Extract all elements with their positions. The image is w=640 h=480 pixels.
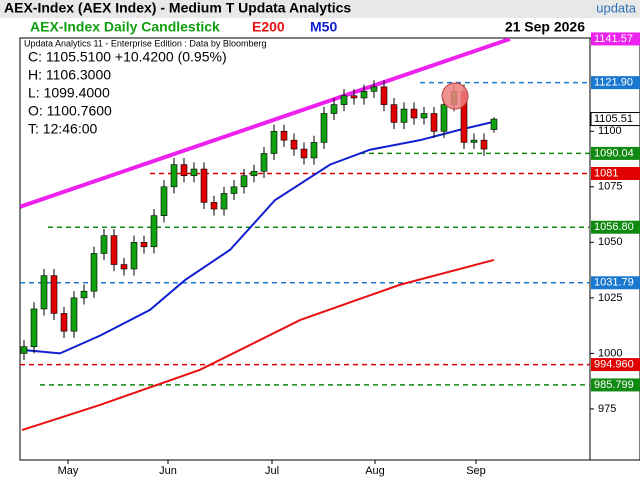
level-label-box [591, 378, 640, 392]
date: 21 Sep 2026 [505, 19, 585, 35]
level-label: 1056.80 [594, 221, 634, 233]
y-tick-label: 1075 [598, 181, 622, 193]
candle-body [410, 108, 418, 119]
candle-body [360, 91, 368, 99]
legend-bar [0, 18, 640, 38]
candle-body [380, 86, 388, 105]
legend-entry: E200 [252, 19, 285, 35]
candle-body [490, 118, 498, 130]
candle-body [120, 264, 128, 270]
candle-body [430, 113, 438, 132]
x-tick-label: May [58, 465, 79, 477]
ma-line [21, 258, 495, 431]
candle-body [420, 113, 428, 119]
candle-body [200, 168, 208, 203]
candle-body [280, 130, 288, 141]
level-label-box [591, 166, 640, 180]
candle-body [190, 168, 198, 177]
candle-body [260, 153, 268, 172]
x-tick-label: Jun [159, 465, 177, 477]
candle-body [480, 139, 488, 150]
legend-entry: M50 [310, 19, 337, 35]
x-tick-label: Jul [265, 465, 279, 477]
y-axis [589, 37, 640, 461]
candle-body [70, 297, 78, 332]
level-label: 985.799 [594, 379, 634, 391]
candle-body [390, 104, 398, 123]
candle-body [470, 139, 478, 143]
level-label-box [591, 146, 640, 160]
candle-body [150, 215, 158, 248]
candle-body [240, 175, 248, 188]
candle-body [80, 290, 88, 299]
y-tick-label: 975 [598, 403, 616, 415]
plot [20, 38, 590, 431]
candle-body [100, 235, 108, 254]
candle-body [350, 95, 358, 99]
y-tick-label: 1100 [598, 125, 622, 137]
y-tick-label: 1050 [598, 236, 622, 248]
candle-body [90, 253, 98, 292]
candle-body [220, 193, 228, 210]
candle-body [130, 242, 138, 270]
candle-body [250, 170, 258, 177]
info-line: T: 12:46:00 [28, 121, 97, 137]
candle-body [60, 313, 68, 332]
candle-body [170, 164, 178, 188]
subtitle: Updata Analytics 11 - Enterprise Edition… [24, 38, 266, 48]
candle-body [440, 104, 448, 132]
level-label-box [591, 276, 640, 290]
candle-body [340, 95, 348, 105]
ma-line [21, 120, 495, 355]
info-panel: C: 1105.5100 +10.4200 (0.95%) H: 1106.300… [28, 49, 227, 137]
candle-body [40, 275, 48, 310]
level-label: 1031.79 [594, 277, 634, 289]
last-price-label: 1105.51 [594, 113, 633, 125]
candle-body [110, 235, 118, 265]
candle-body [330, 104, 338, 114]
chart-title: AEX-Index (AEX Index) - Medium T Updata … [4, 0, 351, 16]
level-label: 994.960 [594, 358, 634, 370]
candle-body [30, 308, 38, 348]
candle-body [50, 275, 58, 314]
level-label-box [591, 358, 640, 372]
level-label-box [591, 76, 640, 90]
candle-body [180, 164, 188, 177]
level-label: 1121.90 [594, 77, 633, 89]
candle-body [270, 130, 278, 154]
candle-body [370, 86, 378, 92]
trendline [20, 38, 511, 209]
candle-body [400, 108, 408, 123]
y-tick-label: 1000 [598, 347, 622, 359]
x-tick-label: Sep [466, 465, 486, 477]
level-label: 1081 [594, 167, 618, 179]
info-line: H: 1106.3000 [28, 67, 111, 83]
candle-body [160, 186, 168, 216]
candle-body [300, 148, 308, 159]
y-tick-label: 1025 [598, 292, 622, 304]
legend-title: AEX-Index Daily Candlestick [30, 19, 220, 35]
x-tick-label: Aug [365, 465, 385, 477]
highlight-circle [441, 82, 469, 110]
level-label: 1090.04 [594, 147, 634, 159]
logo: updata [596, 0, 637, 15]
info-line: C: 1105.5100 +10.4200 (0.95%) [28, 49, 227, 65]
last-price-box [590, 112, 640, 127]
info-line: L: 1099.4000 [28, 85, 110, 101]
level-label-box [591, 220, 640, 234]
candle-body [290, 139, 298, 150]
candle-body [230, 186, 238, 194]
candle-body [20, 346, 28, 354]
trendline-label-box [591, 32, 640, 46]
trendline-label: 1141.57 [594, 33, 633, 45]
title-bar [0, 0, 640, 18]
candle-body [310, 142, 318, 159]
axis-labels: 975 1000 1025 1050 1075 1100 May Jun Jul Aug Sep 11… [58, 32, 640, 477]
info-line: O: 1100.7600 [28, 103, 112, 119]
candle-body [140, 242, 148, 248]
candle-body [320, 113, 328, 143]
candle-body [210, 202, 218, 210]
